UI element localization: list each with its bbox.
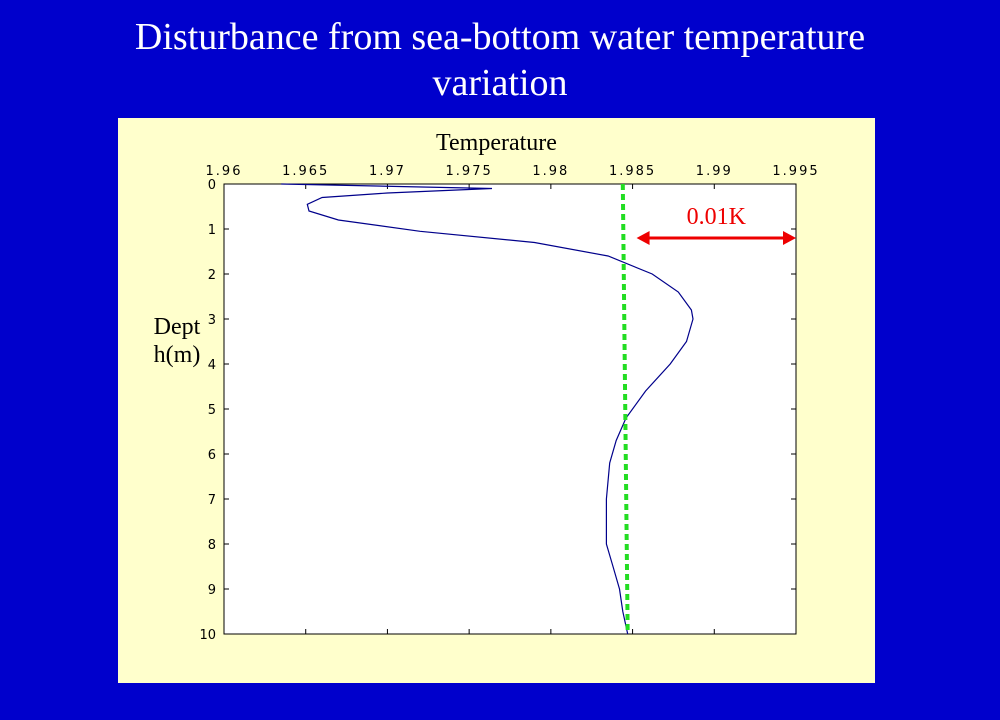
y-tick-label: 0 xyxy=(208,178,216,193)
annotation-arrow-head-right xyxy=(783,231,796,245)
y-tick-label: 4 xyxy=(208,358,216,373)
x-tick-label: 1.995 xyxy=(772,164,819,179)
x-tick-label: 1.96 xyxy=(206,164,243,179)
x-tick-label: 1.965 xyxy=(282,164,329,179)
temperature-profile-line xyxy=(281,183,694,635)
chart-title: Temperature xyxy=(436,130,557,156)
y-tick-label: 9 xyxy=(208,583,216,598)
slide-title: Disturbance from sea-bottom water temper… xyxy=(0,14,1000,106)
y-tick-label: 10 xyxy=(199,628,216,643)
x-tick-label: 1.97 xyxy=(369,164,406,179)
y-tick-label: 7 xyxy=(208,493,216,508)
slide-title-line2: variation xyxy=(432,62,568,104)
x-tick-label: 1.99 xyxy=(696,164,733,179)
y-tick-label: 1 xyxy=(208,223,216,238)
slide-title-line1: Disturbance from sea-bottom water temper… xyxy=(134,16,866,58)
x-tick-label: 1.975 xyxy=(446,164,493,179)
y-tick-label: 5 xyxy=(208,403,216,418)
annotation-arrow-head-left xyxy=(636,231,650,245)
temperature-depth-chart: 1.96 1.965 1.97 1.975 1.98 1.985 1.99 1.995 0 1 2 3… xyxy=(199,164,819,643)
y-axis-label: Depth(m) xyxy=(153,314,201,368)
y-tick-label: 6 xyxy=(208,448,216,463)
x-tick-label: 1.98 xyxy=(532,164,569,179)
reference-line xyxy=(620,183,630,635)
y-tick-label: 2 xyxy=(208,268,216,283)
y-tick-label: 8 xyxy=(208,538,216,553)
plot-area xyxy=(223,183,797,635)
chart-panel: Temperature Depth(m) 1.96 1.965 1.97 1.975 1… xyxy=(118,118,875,683)
x-tick-label: 1.985 xyxy=(609,164,656,179)
y-tick-label: 3 xyxy=(208,313,216,328)
annotation-label: 0.01K xyxy=(687,204,747,230)
